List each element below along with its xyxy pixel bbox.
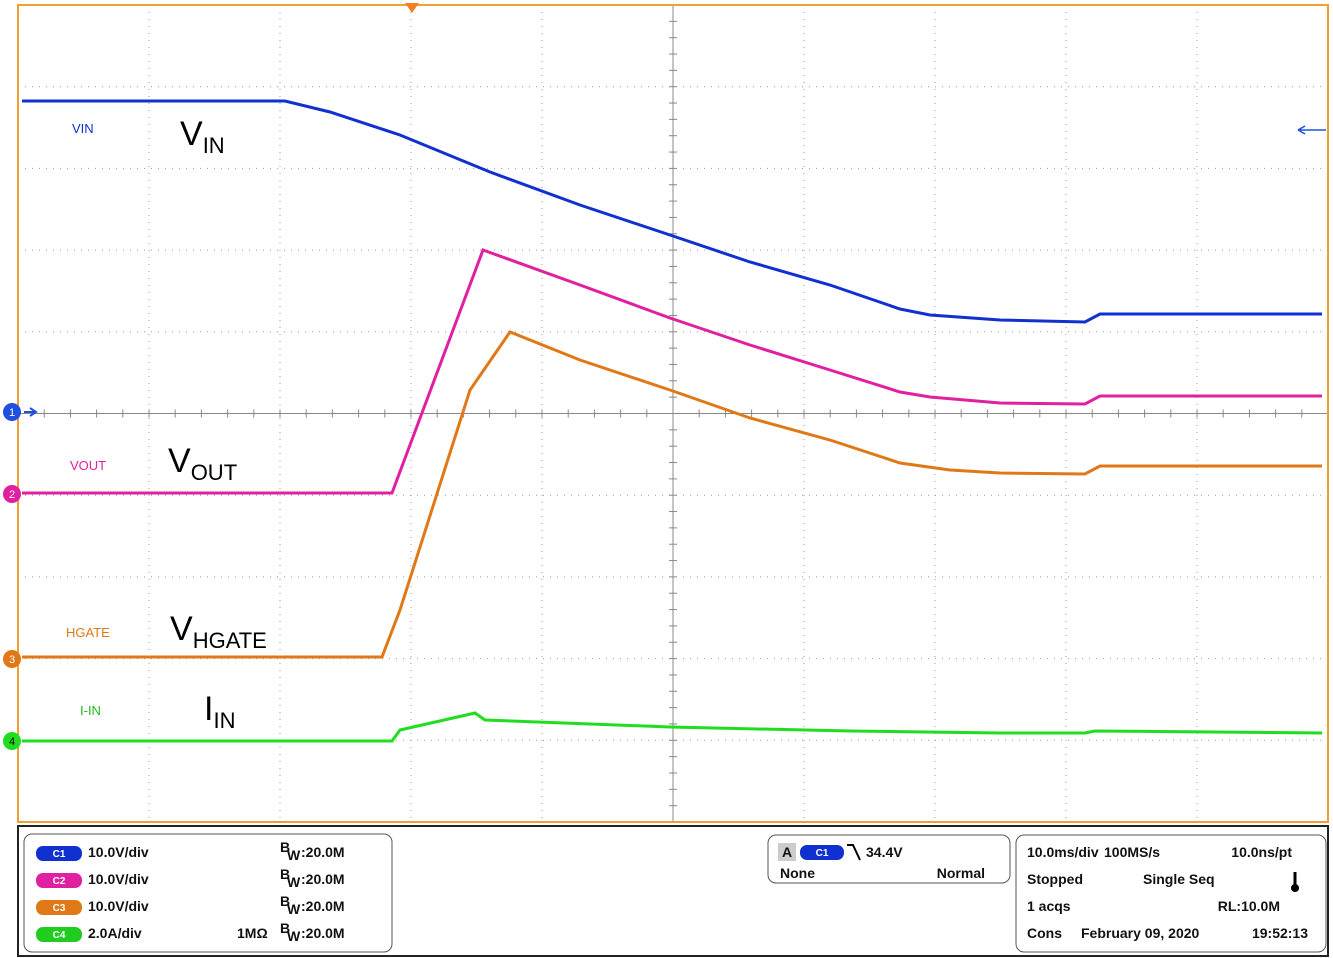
- channel-badge: [36, 846, 82, 861]
- trace-name: VIN: [180, 115, 225, 158]
- channel-marker: 2: [3, 485, 21, 503]
- vout-trace: [22, 248, 1322, 495]
- trigger-slope-icon: [847, 844, 861, 861]
- channel-badge-label: C3: [53, 903, 66, 914]
- thermometer-bulb: [1291, 884, 1299, 892]
- bw-b: B: [280, 893, 290, 909]
- trace-label: VIN: [72, 121, 94, 136]
- channel-box: [23, 833, 393, 953]
- channel-badge-label: C4: [53, 930, 66, 941]
- bw-b: B: [280, 866, 290, 882]
- channel-scale: 10.0V/div: [88, 871, 149, 887]
- trigger-source-badge: [800, 845, 844, 860]
- resolution: 10.0ns/pt: [1231, 844, 1292, 860]
- bw-b: B: [280, 920, 290, 936]
- graticule: [18, 5, 1328, 822]
- bw-w: W: [287, 847, 301, 863]
- trace-name: VOUT: [168, 442, 237, 485]
- trace-label: HGATE: [66, 625, 110, 640]
- trace-name-main: V: [180, 115, 203, 153]
- channel-marker-label: 2: [9, 489, 15, 501]
- trace-label: VOUT: [70, 458, 106, 473]
- trigger-level-marker: [1297, 125, 1326, 135]
- channel-badge-label: C1: [53, 849, 66, 860]
- acquisition-box: [1015, 834, 1327, 953]
- channel-badge: [36, 873, 82, 888]
- channel-scale: 10.0V/div: [88, 898, 149, 914]
- channel-scale: 2.0A/div: [88, 925, 142, 941]
- acq-sequence: Single Seq: [1143, 871, 1215, 887]
- channel-badge: [36, 900, 82, 915]
- cons: Cons: [1027, 925, 1062, 941]
- bw-value: :20.0M: [301, 925, 345, 941]
- trace-name-main: V: [168, 442, 191, 480]
- hgate-trace: [22, 330, 1322, 659]
- trace-name-main: V: [170, 610, 193, 648]
- time: 19:52:13: [1252, 925, 1308, 941]
- trigger-level: 34.4V: [866, 844, 903, 860]
- trigger-mode: A: [782, 844, 792, 860]
- iin-trace: [22, 711, 1323, 743]
- trace-name: VHGATE: [170, 610, 267, 653]
- acq-state: Stopped: [1027, 871, 1083, 887]
- trace-name-sub: IN: [213, 708, 235, 733]
- channel-marker-label: 1: [9, 407, 15, 419]
- channel-marker-label: 3: [9, 654, 15, 666]
- channel-marker: 1: [3, 403, 38, 421]
- trace-name: IIN: [204, 690, 235, 733]
- timebase: 10.0ms/div: [1027, 844, 1099, 860]
- trace-label: I-IN: [80, 703, 101, 718]
- bw-b: B: [280, 839, 290, 855]
- date: February 09, 2020: [1081, 925, 1200, 941]
- channel-badge-label: C2: [53, 876, 66, 887]
- trace-name-sub: HGATE: [193, 628, 267, 653]
- trigger-sweep: Normal: [937, 865, 985, 881]
- channel-marker-label: 4: [9, 736, 15, 748]
- bw-value: :20.0M: [301, 844, 345, 860]
- trigger-source: C1: [816, 848, 829, 859]
- record-length: RL:10.0M: [1218, 898, 1280, 914]
- bw-w: W: [287, 874, 301, 890]
- trigger-mode-badge: [778, 843, 796, 861]
- sample-rate: 100MS/s: [1104, 844, 1160, 860]
- trigger-coupling: None: [780, 865, 815, 881]
- bw-value: :20.0M: [301, 871, 345, 887]
- trigger-position-marker: [405, 3, 419, 13]
- channel-impedance: 1MΩ: [237, 925, 268, 941]
- channel-badge: [36, 927, 82, 942]
- vin-trace: [22, 99, 1322, 324]
- bw-w: W: [287, 901, 301, 917]
- trace-name-sub: IN: [203, 133, 225, 158]
- acq-count: 1 acqs: [1027, 898, 1071, 914]
- bw-w: W: [287, 928, 301, 944]
- channel-scale: 10.0V/div: [88, 844, 149, 860]
- channel-marker: 3: [3, 650, 21, 668]
- channel-marker: 4: [3, 732, 21, 750]
- bw-value: :20.0M: [301, 898, 345, 914]
- trace-name-main: I: [204, 690, 213, 728]
- trace-name-sub: OUT: [191, 460, 237, 485]
